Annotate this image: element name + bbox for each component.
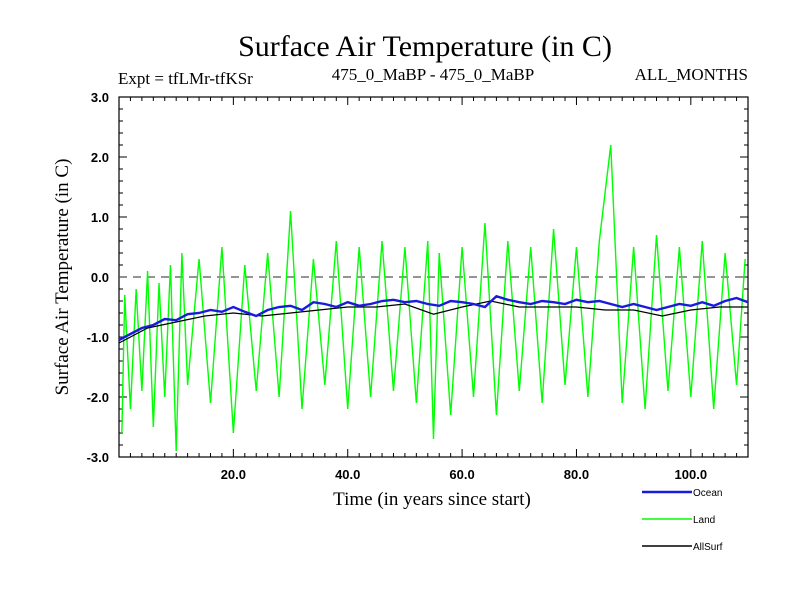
period-label: 475_0_MaBP - 475_0_MaBP — [332, 65, 534, 84]
land-series-group — [121, 144, 746, 452]
x-tick-label: 40.0 — [335, 467, 360, 482]
land-series-line — [121, 144, 746, 452]
x-tick-label: 80.0 — [564, 467, 589, 482]
y-tick-label: -1.0 — [87, 330, 109, 345]
experiment-label: Expt = tfLMr-tfKSr — [118, 69, 253, 88]
x-tick-label: 100.0 — [675, 467, 708, 482]
x-tick-label: 60.0 — [449, 467, 474, 482]
y-tick-label: 3.0 — [91, 90, 109, 105]
y-tick-label: 1.0 — [91, 210, 109, 225]
y-axis-label: Surface Air Temperature (in C) — [52, 159, 73, 396]
axis-ticks — [118, 96, 749, 458]
x-tick-label: 20.0 — [221, 467, 246, 482]
y-tick-label: -3.0 — [87, 450, 109, 465]
legend-label-land: Land — [693, 515, 715, 526]
legend: Ocean Land AllSurf — [642, 488, 723, 553]
y-tick-label: 0.0 — [91, 270, 109, 285]
months-label: ALL_MONTHS — [635, 65, 748, 84]
y-tick-label: -2.0 — [87, 390, 109, 405]
x-tick-labels: 20.0 40.0 60.0 80.0 100.0 — [221, 467, 707, 482]
legend-label-allsurf: AllSurf — [693, 542, 723, 553]
x-axis-label: Time (in years since start) — [333, 489, 531, 510]
y-tick-labels: -3.0 -2.0 -1.0 0.0 1.0 2.0 3.0 — [87, 90, 109, 465]
allsurf-series-group — [118, 300, 748, 344]
ocean-series-group — [118, 294, 749, 342]
legend-label-ocean: Ocean — [693, 488, 722, 499]
ocean-series-line — [118, 294, 749, 342]
chart-title: Surface Air Temperature (in C) — [238, 30, 612, 63]
allsurf-series-line — [118, 300, 748, 344]
y-tick-label: 2.0 — [91, 150, 109, 165]
